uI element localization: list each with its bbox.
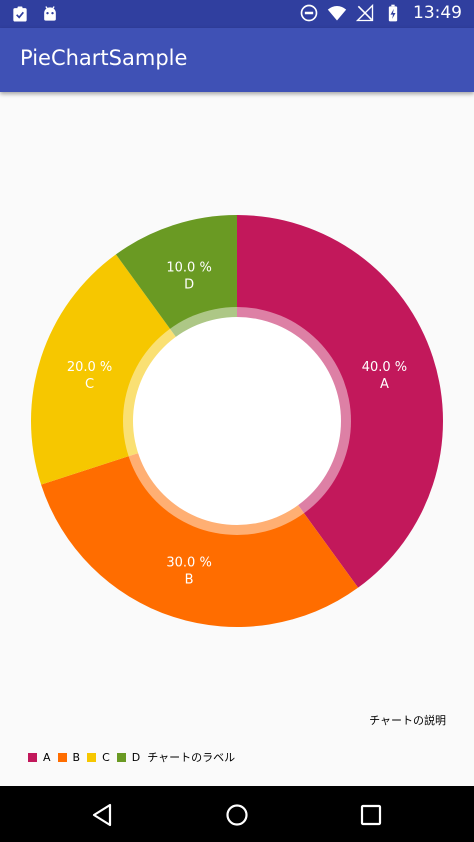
do-not-disturb-icon bbox=[300, 4, 318, 22]
legend-item: D bbox=[116, 750, 141, 764]
battery-charging-icon bbox=[388, 4, 398, 22]
pie-hole bbox=[133, 317, 341, 525]
legend-label-c: C bbox=[102, 750, 110, 764]
app-title: PieChartSample bbox=[20, 46, 188, 70]
status-clock: 13:49 bbox=[413, 3, 462, 23]
status-bar: 13:49 bbox=[0, 0, 474, 28]
pie-value-label: 10.0 % bbox=[166, 261, 211, 276]
android-icon bbox=[44, 6, 56, 21]
home-icon[interactable] bbox=[224, 802, 250, 828]
legend-chart-label: チャートのラベル bbox=[147, 751, 236, 764]
legend-label-b: B bbox=[72, 750, 81, 764]
chart-description: チャートの説明 bbox=[369, 714, 446, 727]
pie-slice-a[interactable] bbox=[237, 215, 444, 588]
legend-item: A bbox=[28, 751, 51, 764]
legend-swatch-a bbox=[28, 752, 37, 762]
status-right-icons: 13:49 bbox=[299, 3, 462, 23]
legend-swatch-b bbox=[57, 752, 67, 762]
recents-icon[interactable] bbox=[358, 802, 384, 828]
status-left-icons bbox=[10, 4, 60, 24]
chart-legend: A B C D チャートのラベル bbox=[28, 749, 235, 765]
pie-value-label: 20.0 % bbox=[67, 360, 112, 375]
legend-swatch-d bbox=[116, 752, 126, 762]
chart-container[interactable]: 40.0 % A 30.0 % B 20.0 % C 10.0 % D チャートの説明 A B… bbox=[0, 92, 474, 786]
legend-label-a: A bbox=[43, 750, 51, 764]
legend-swatch-c bbox=[87, 752, 97, 762]
legend-label-d: D bbox=[131, 750, 141, 764]
wifi-icon bbox=[327, 6, 347, 21]
app-bar: PieChartSample bbox=[0, 28, 474, 92]
pie-slice-b[interactable] bbox=[41, 421, 359, 627]
legend-item: B bbox=[57, 750, 81, 764]
pie-category-label: D bbox=[184, 278, 194, 293]
clipboard-check-icon bbox=[13, 6, 27, 22]
pie-value-label: 30.0 % bbox=[166, 555, 211, 570]
pie-category-label: B bbox=[185, 572, 194, 587]
back-icon[interactable] bbox=[90, 802, 116, 828]
pie-chart[interactable]: 40.0 % A 30.0 % B 20.0 % C 10.0 % D bbox=[0, 92, 474, 786]
pie-category-label: A bbox=[380, 377, 389, 392]
pie-value-label: 40.0 % bbox=[362, 360, 407, 375]
no-signal-icon bbox=[355, 3, 374, 22]
pie-category-label: C bbox=[85, 377, 94, 392]
legend-item: C bbox=[87, 751, 110, 764]
navigation-bar bbox=[0, 786, 474, 842]
